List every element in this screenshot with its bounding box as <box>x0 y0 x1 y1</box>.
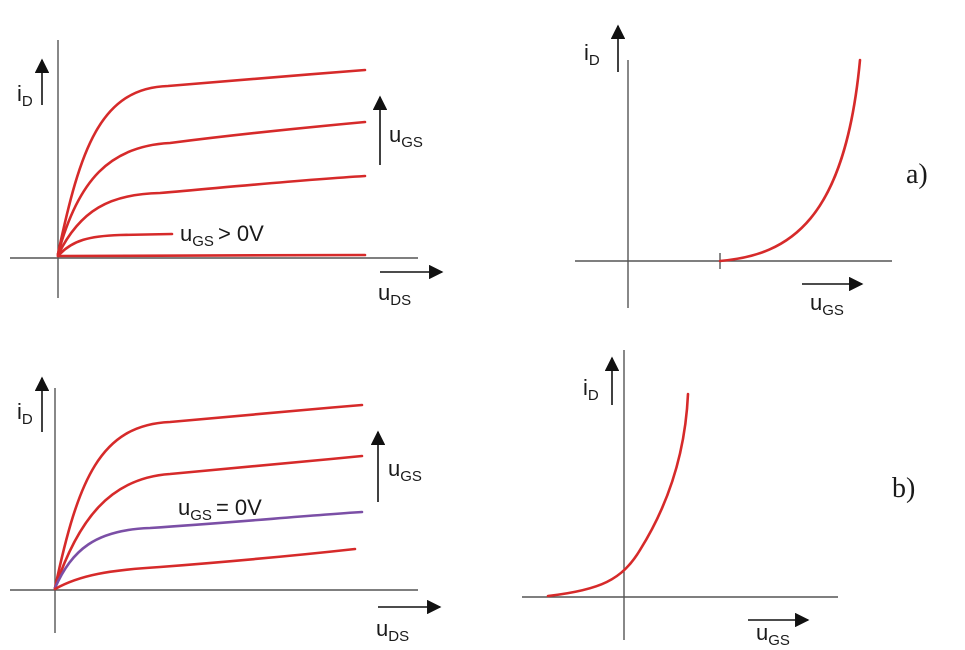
panel-a-ugs-annotation: uGS > 0V <box>180 221 264 250</box>
panel-a-uds-label: uDS <box>378 280 411 309</box>
panel-b-curve-4 <box>53 547 357 591</box>
panel-a-ugs-increase-label: uGS <box>389 122 423 151</box>
panel-b-transfer-id-label: iD <box>583 375 599 404</box>
panel-b-uds-label: uDS <box>376 616 409 645</box>
panel-a-output-curves <box>56 68 367 258</box>
panel-a-transfer-id-label: iD <box>584 40 600 69</box>
panel-a-curve-3 <box>56 174 367 257</box>
panel-b-transfer-characteristic: iD uGS b) <box>522 350 915 649</box>
panel-b-case-label: b) <box>892 473 915 504</box>
panel-b-curve-1 <box>53 403 364 590</box>
panel-b-id-label: iD <box>17 399 33 428</box>
panel-a-id-label: iD <box>17 81 33 110</box>
panel-a-transfer-curve <box>718 58 862 263</box>
panel-b-transfer-curve <box>546 392 690 598</box>
panel-a-output-characteristics: iD uDS uGS uGS > 0V <box>10 40 444 309</box>
panel-a-curve-1 <box>56 68 367 256</box>
panel-b-curve-2 <box>53 454 364 590</box>
panel-a-transfer-ugs-label: uGS <box>810 290 844 319</box>
panel-b-ugs-increase-label: uGS <box>388 456 422 485</box>
panel-b-transfer-ugs-label: uGS <box>756 620 790 649</box>
panel-b-curve-ugs-zero <box>53 510 364 590</box>
panel-a-case-label: a) <box>906 159 928 190</box>
panel-b-output-curves <box>53 403 364 591</box>
panel-a-curve-4 <box>56 232 174 258</box>
panel-a-curve-2 <box>56 120 367 256</box>
panel-b-output-characteristics: iD uDS uGS uGS = 0V <box>10 376 442 645</box>
panel-b-ugs-annotation: uGS = 0V <box>178 495 262 524</box>
panel-a-curve-5 <box>56 253 367 258</box>
panel-a-transfer-characteristic: iD uGS a) <box>575 24 928 319</box>
